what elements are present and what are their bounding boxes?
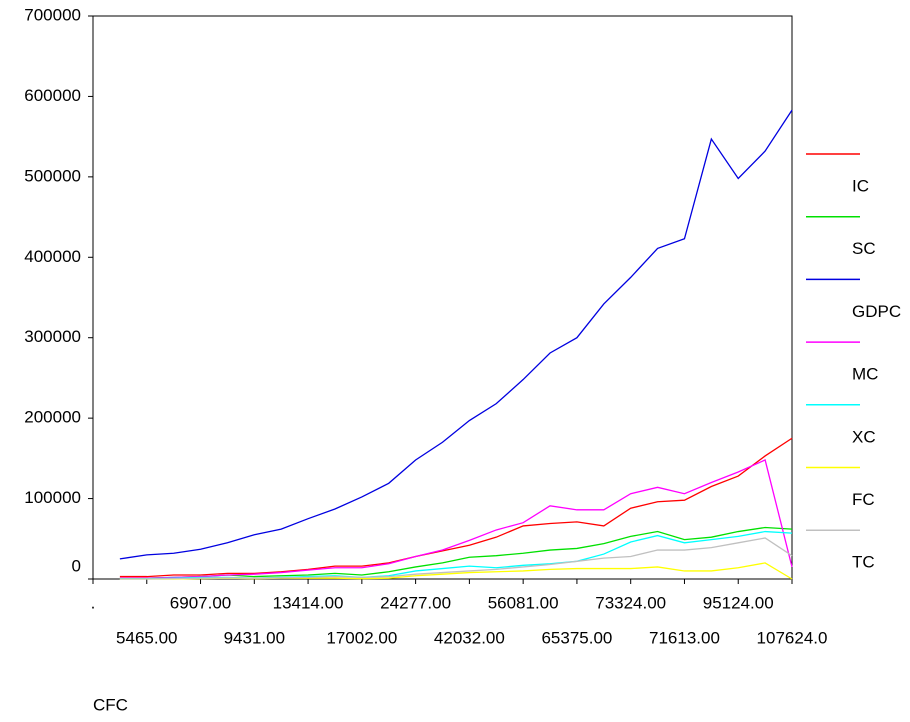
legend-label: IC bbox=[852, 176, 869, 195]
plot-frame bbox=[92, 15, 793, 580]
y-tick-label: 300000 bbox=[24, 327, 81, 346]
x-tick-label: . bbox=[91, 593, 96, 612]
x-tick-label: 6907.00 bbox=[170, 593, 231, 612]
series-line bbox=[119, 562, 793, 580]
y-tick-label: 700000 bbox=[24, 5, 81, 24]
x-tick-label: 56081.00 bbox=[488, 593, 559, 612]
x-tick-label: 17002.00 bbox=[326, 628, 397, 647]
legend-label: GDPC bbox=[852, 302, 901, 321]
y-tick-label: 400000 bbox=[24, 247, 81, 266]
legend-label: XC bbox=[852, 427, 876, 446]
series-line bbox=[119, 109, 793, 560]
x-tick-label: 13414.00 bbox=[273, 593, 344, 612]
y-tick-label: 0 bbox=[72, 556, 81, 575]
x-tick-label: 95124.00 bbox=[703, 593, 774, 612]
series-line bbox=[119, 459, 793, 579]
y-tick-label: 200000 bbox=[24, 408, 81, 427]
y-tick-label: 100000 bbox=[24, 488, 81, 507]
y-tick-label: 600000 bbox=[24, 86, 81, 105]
x-tick-label: 71613.00 bbox=[649, 628, 720, 647]
x-tick-label: 24277.00 bbox=[380, 593, 451, 612]
series-line bbox=[119, 437, 793, 578]
legend-label: SC bbox=[852, 239, 876, 258]
legend-label: FC bbox=[852, 490, 875, 509]
x-tick-label: 42032.00 bbox=[434, 628, 505, 647]
x-tick-label: 9431.00 bbox=[224, 628, 285, 647]
x-tick-label: 73324.00 bbox=[595, 593, 666, 612]
x-tick-label: 65375.00 bbox=[541, 628, 612, 647]
x-tick-label: 5465.00 bbox=[116, 628, 177, 647]
y-tick-label: 500000 bbox=[24, 166, 81, 185]
x-axis-label: CFC bbox=[93, 695, 128, 714]
legend-label: MC bbox=[852, 365, 878, 384]
x-tick-label: 107624.0 bbox=[757, 628, 828, 647]
series-line bbox=[119, 537, 793, 580]
legend-label: TC bbox=[852, 553, 875, 572]
